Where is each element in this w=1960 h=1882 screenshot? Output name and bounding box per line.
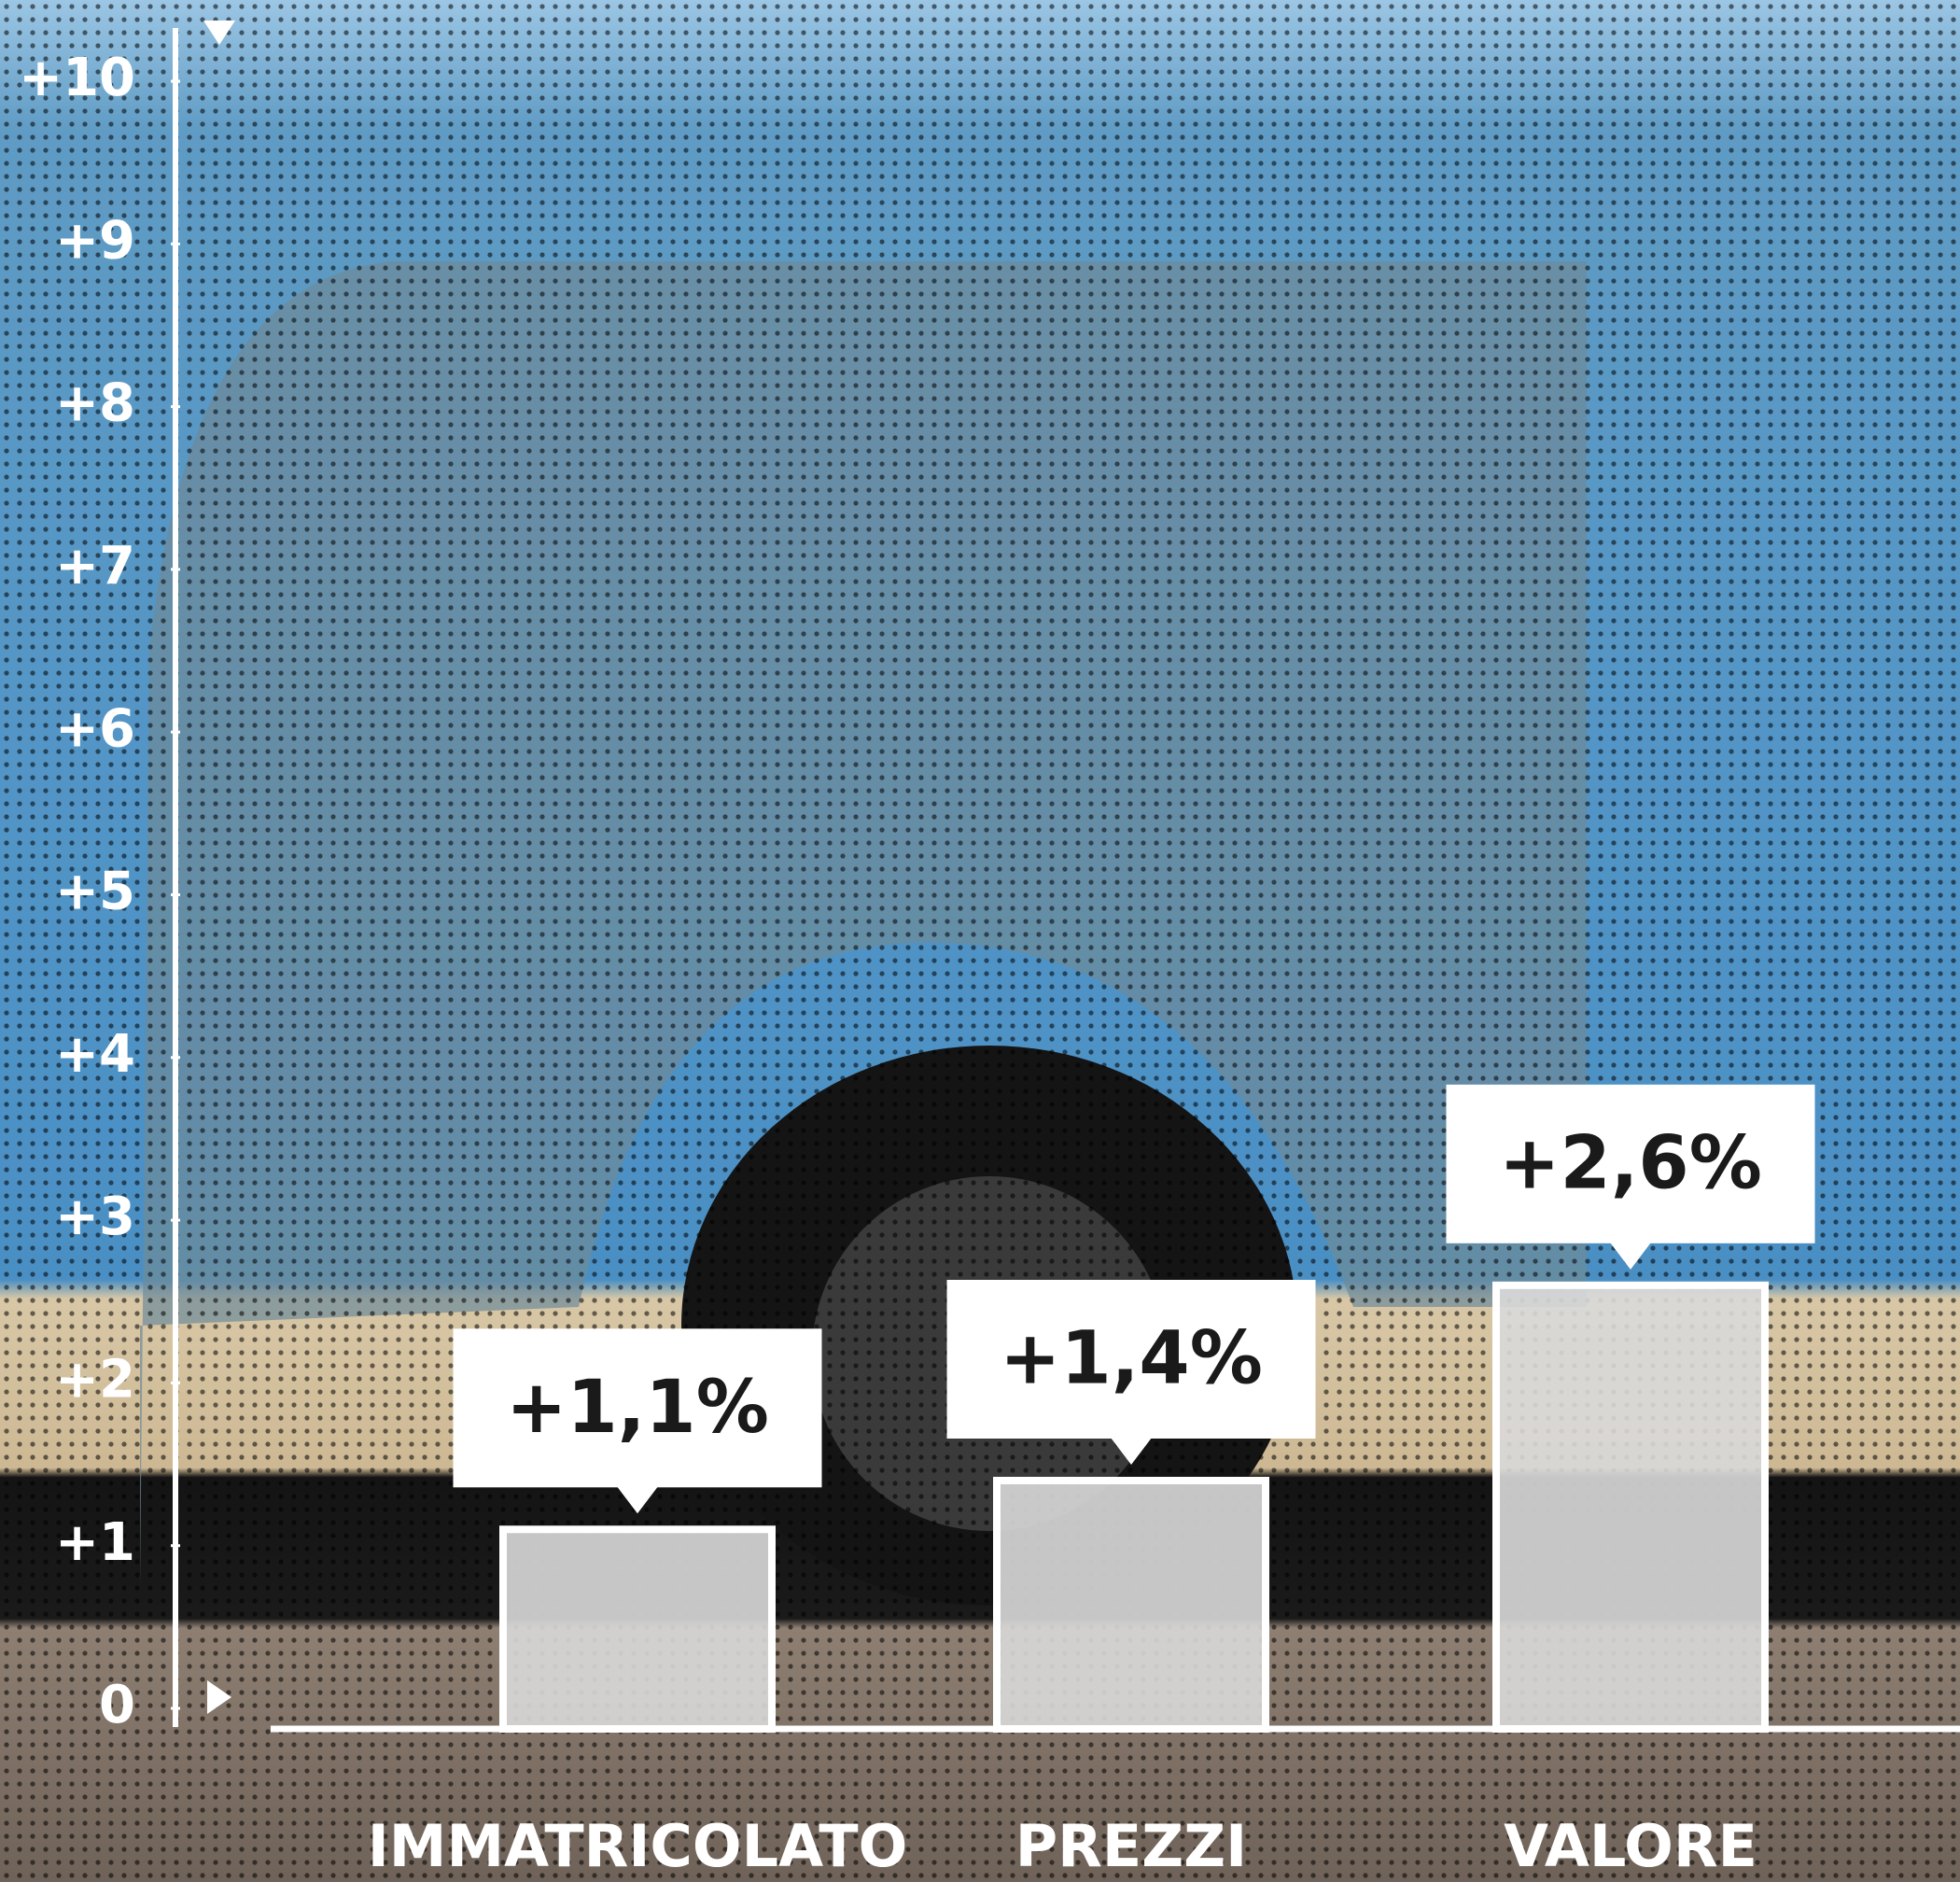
value-label-pointer <box>617 1486 658 1514</box>
value-label-box <box>1446 1084 1815 1243</box>
y-tick-label: +6 <box>55 698 135 759</box>
value-label: +2,6% <box>1499 1121 1762 1205</box>
value-label: +1,1% <box>506 1366 769 1450</box>
y-tick-label: +7 <box>55 536 135 597</box>
axis-arrow <box>203 21 235 45</box>
y-tick-label: +4 <box>55 1024 135 1085</box>
x-tick-label: PREZZI <box>1015 1812 1248 1880</box>
value-label-pointer <box>1610 1242 1651 1270</box>
y-tick-label: +3 <box>55 1187 135 1247</box>
value-label-box <box>453 1328 822 1488</box>
y-tick-label: +10 <box>19 48 135 108</box>
bar <box>993 1476 1269 1733</box>
y-tick-label: +5 <box>55 862 135 922</box>
value-label-box <box>946 1279 1316 1439</box>
x-tick-label: IMMATRICOLATO <box>368 1812 908 1880</box>
bar <box>1492 1281 1769 1733</box>
y-tick-label: 0 <box>99 1675 135 1735</box>
x-tick-label: VALORE <box>1504 1812 1757 1880</box>
y-tick-label: +2 <box>55 1350 135 1411</box>
y-tick-label: +1 <box>55 1512 135 1573</box>
value-label-pointer <box>1111 1437 1152 1465</box>
value-label: +1,4% <box>1000 1316 1263 1400</box>
y-tick-label: +9 <box>55 210 135 271</box>
y-tick-label: +8 <box>55 373 135 434</box>
bar <box>499 1525 776 1734</box>
axis-arrow <box>207 1680 231 1714</box>
